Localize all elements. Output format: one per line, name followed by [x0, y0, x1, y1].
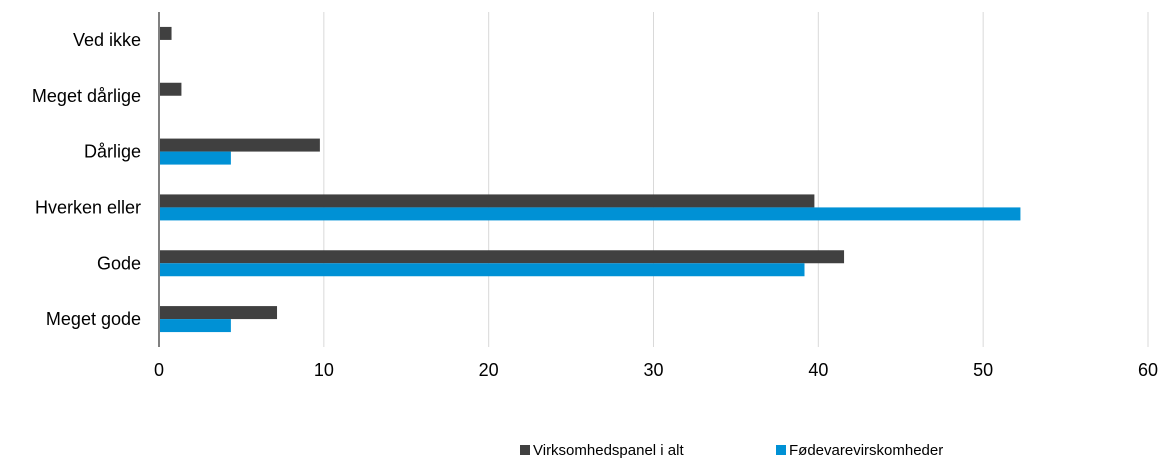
x-tick-label: 10	[314, 360, 334, 380]
legend-item-1: Fødevarevirskomheder	[776, 442, 943, 459]
legend-swatch	[776, 445, 786, 455]
x-tick-label: 40	[808, 360, 828, 380]
category-label: Meget gode	[46, 309, 141, 329]
x-tick-label: 60	[1138, 360, 1158, 380]
legend-label: Virksomhedspanel i alt	[533, 442, 684, 459]
category-labels: Ved ikke Meget dårlige Dårlige Hverken elle…	[32, 30, 141, 329]
x-tick-label: 50	[973, 360, 993, 380]
bar-foedevare-2	[160, 151, 231, 165]
x-tick-label: 30	[643, 360, 663, 380]
bar-panel-5	[160, 306, 278, 320]
legend-item-0: Virksomhedspanel i alt	[520, 442, 684, 459]
bar-panel-3	[160, 194, 815, 208]
category-label: Dårlige	[84, 142, 141, 162]
gridlines	[323, 12, 1149, 347]
bar-panel-2	[160, 138, 320, 152]
bar-foedevare-4	[160, 263, 805, 277]
x-tick-labels: 0 10 20 30 40 50 60	[154, 360, 1158, 380]
x-tick-label: 0	[154, 360, 164, 380]
bar-panel-0	[160, 26, 172, 40]
bars	[160, 26, 1021, 333]
legend-swatch	[520, 445, 530, 455]
legend: Virksomhedspanel i alt Fødevarevirskomhed…	[520, 442, 943, 459]
x-tick-label: 20	[479, 360, 499, 380]
bar-panel-4	[160, 250, 845, 264]
category-label: Ved ikke	[73, 30, 141, 50]
bar-foedevare-3	[160, 207, 1021, 221]
category-label: Gode	[97, 253, 141, 273]
category-label: Hverken eller	[35, 197, 141, 217]
category-label: Meget dårlige	[32, 86, 141, 106]
bar-foedevare-5	[160, 319, 231, 333]
bar-panel-1	[160, 82, 182, 96]
legend-label: Fødevarevirskomheder	[789, 442, 943, 459]
